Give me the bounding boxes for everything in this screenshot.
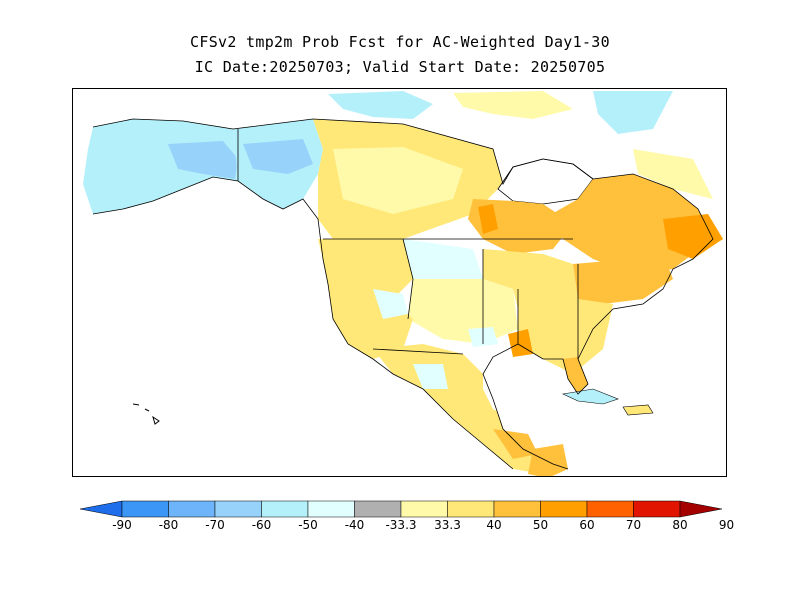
gulf-of-mexico xyxy=(483,359,563,419)
legend-bin xyxy=(400,500,448,518)
probability-map xyxy=(72,88,727,477)
legend-bin xyxy=(261,500,309,518)
legend-tick-label: -50 xyxy=(298,518,318,532)
legend-tick-label: -40 xyxy=(344,518,365,532)
legend-tick-label: 33.3 xyxy=(434,518,461,532)
legend-bin xyxy=(540,500,588,518)
gulf-coast-hot xyxy=(508,329,533,357)
us-mountain-blue xyxy=(403,239,483,289)
arctic-islands-east xyxy=(453,91,573,119)
yukon-core xyxy=(243,139,313,174)
legend-bin xyxy=(307,500,355,518)
us-southeast xyxy=(518,299,613,374)
canada-northwest-warm xyxy=(333,147,463,214)
legend-tick-label: 80 xyxy=(672,518,688,532)
ontario-hot xyxy=(478,204,498,234)
north-america-map xyxy=(83,91,723,476)
central-america xyxy=(528,444,568,476)
boundaries xyxy=(92,118,714,470)
color-legend xyxy=(80,500,722,518)
cuba xyxy=(561,388,619,405)
mexico-blue-patch xyxy=(413,364,448,389)
us-midwest xyxy=(483,249,578,314)
legend-bin xyxy=(447,500,495,518)
legend-tick-label: 90 xyxy=(718,518,735,532)
legend-arrow-low xyxy=(80,500,123,518)
legend-bin xyxy=(633,500,681,518)
legend-tick-label: -80 xyxy=(158,518,179,532)
legend-tick-label: 50 xyxy=(532,518,549,532)
mexico-south-hot xyxy=(493,429,538,459)
alaska-cold-core xyxy=(168,141,238,179)
maritimes-hot xyxy=(663,214,723,259)
legend-bin xyxy=(214,500,262,518)
map-title: CFSv2 tmp2m Prob Fcst for AC-Weighted Da… xyxy=(190,33,610,51)
us-southwest-blue xyxy=(373,289,408,319)
hispaniola xyxy=(622,404,654,416)
legend-tick-label: -33.3 xyxy=(385,518,417,532)
arctic-islands xyxy=(328,91,433,119)
legend-bin xyxy=(354,500,402,518)
greenland-tip xyxy=(593,91,673,134)
map-subtitle: IC Date:20250703; Valid Start Date: 2025… xyxy=(194,58,606,76)
legend-tick-label: -70 xyxy=(205,518,225,532)
florida xyxy=(563,357,588,394)
legend-arrow-high xyxy=(679,500,722,518)
legend-tick-label: -60 xyxy=(251,518,272,532)
hudson-bay xyxy=(497,158,594,205)
legend-bin xyxy=(586,500,634,518)
hawaii-islands xyxy=(132,403,160,425)
us-northeast xyxy=(573,254,673,304)
us-central xyxy=(408,279,518,344)
legend-tick-label: -90 xyxy=(112,518,132,532)
labrador xyxy=(633,149,713,199)
legend-tick-label: 60 xyxy=(579,518,595,532)
legend-tick-label: 70 xyxy=(625,518,642,532)
legend-tick-label: 40 xyxy=(486,518,502,532)
legend-bin xyxy=(168,500,216,518)
legend-bin xyxy=(121,500,169,518)
legend-bin xyxy=(493,500,541,518)
